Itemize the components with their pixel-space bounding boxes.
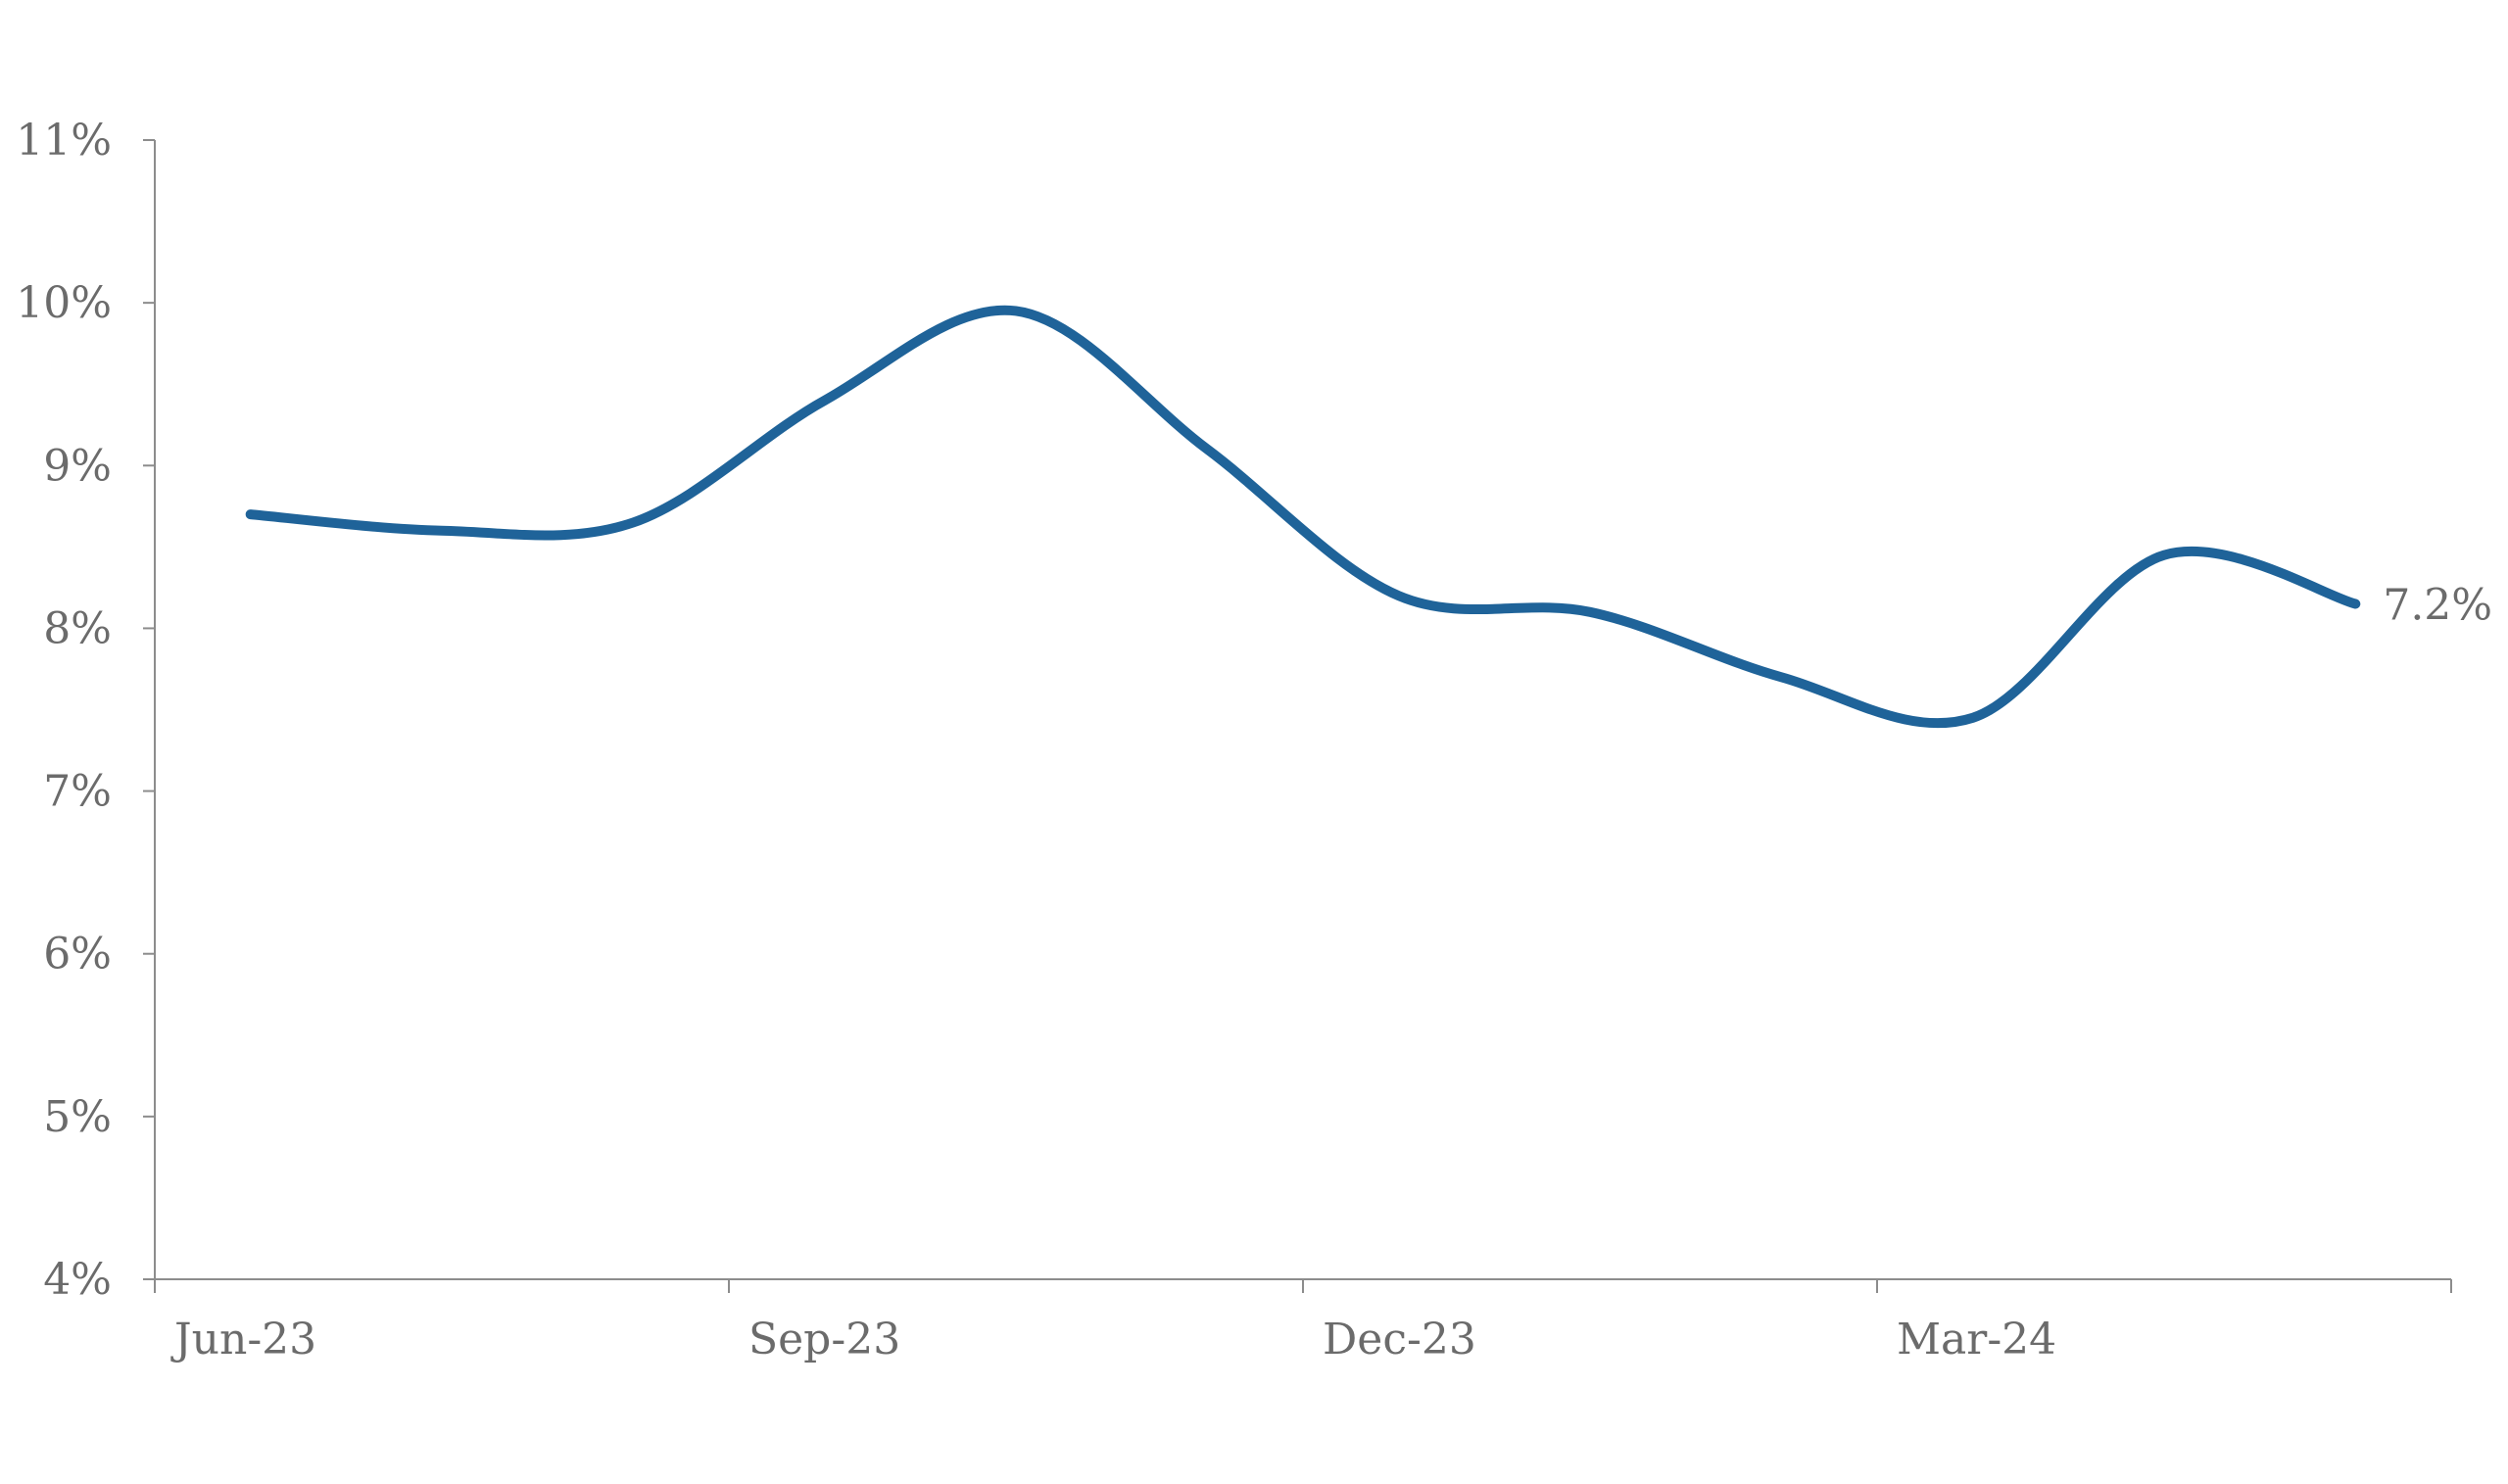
- series-line-0: [245, 305, 2361, 729]
- x-tick-label: Dec-23: [1323, 1315, 1476, 1364]
- y-tick-label: 11%: [16, 116, 112, 166]
- y-tick-label: 10%: [16, 278, 112, 328]
- x-tick-label: Sep-23: [748, 1315, 900, 1364]
- y-tick-label: 4%: [43, 1255, 112, 1305]
- y-axis: 4% 5% 6% 7% 8% 9% 10% 11%: [16, 116, 156, 1305]
- y-tick-label: 7%: [43, 767, 112, 817]
- y-tick-label: 5%: [43, 1092, 112, 1142]
- y-tick-label: 9%: [43, 441, 112, 491]
- x-tick-label: Mar-24: [1897, 1315, 2056, 1364]
- x-tick-label: Jun-23: [170, 1315, 316, 1364]
- series-layer: [245, 305, 2361, 729]
- y-tick-label: 8%: [43, 603, 112, 653]
- x-axis: Jun-23 Sep-23 Dec-23 Mar-24: [154, 1278, 2452, 1364]
- y-tick-label: 6%: [43, 930, 112, 980]
- end-value-label: 7.2%: [2383, 581, 2492, 631]
